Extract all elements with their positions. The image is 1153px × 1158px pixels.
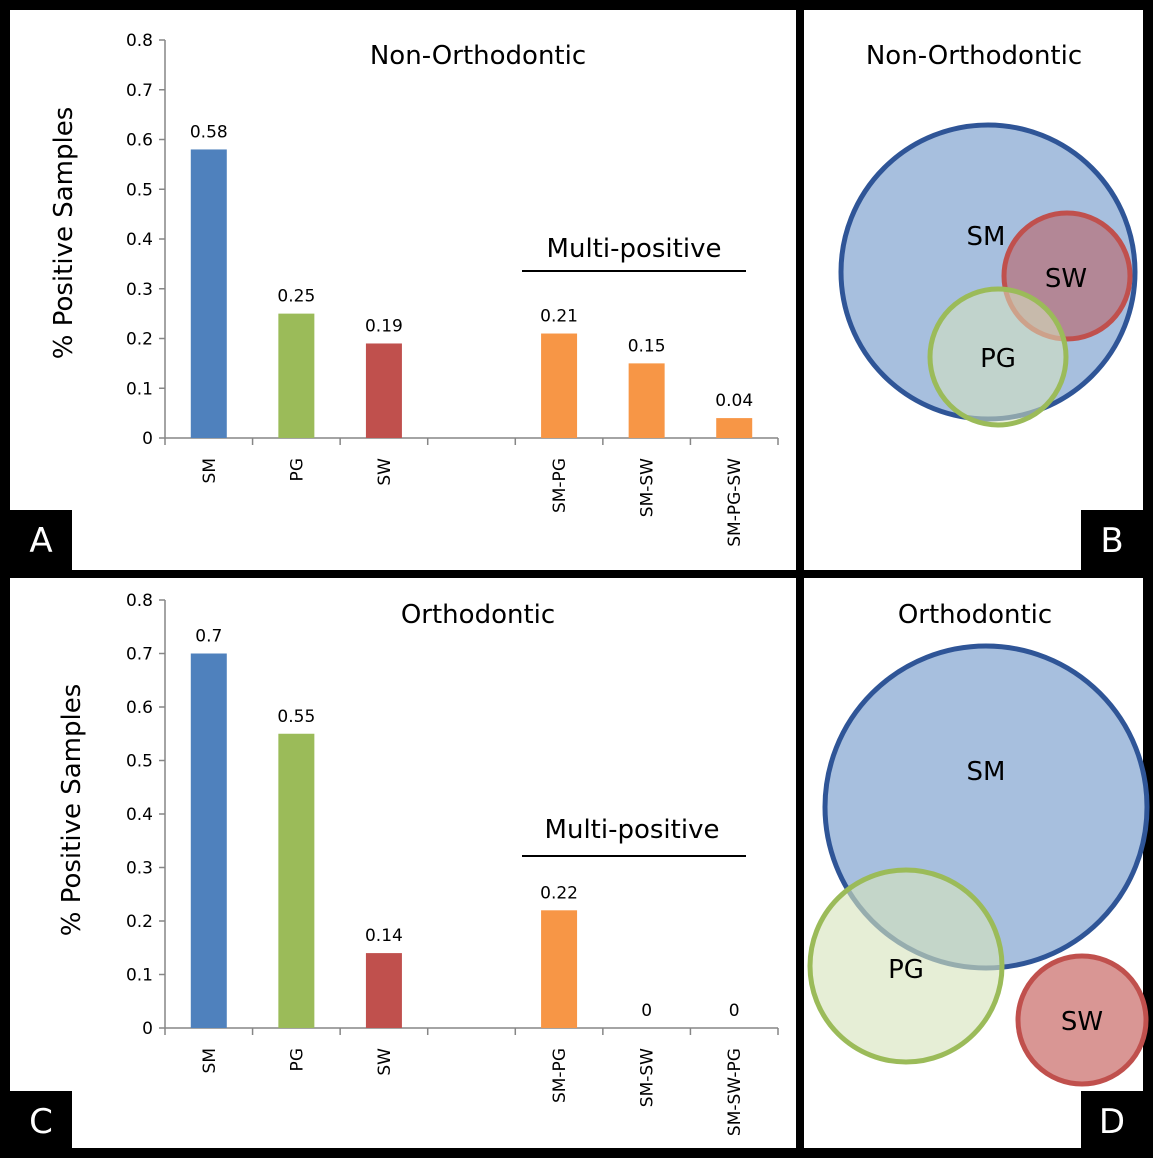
chart-a-y-tick-label: 0.2 [126, 330, 153, 350]
chart-c-group-label: Multi-positive [545, 815, 720, 845]
chart-c-y-tick-label: 0.2 [126, 912, 153, 932]
chart-a-category-label: SM-SW [638, 458, 658, 517]
chart-c-category-label: SW [375, 1048, 395, 1076]
chart-a-title: Non-Orthodontic [370, 41, 586, 71]
chart-a-data-label: 0.15 [628, 336, 666, 356]
chart-c-category-label: PG [287, 1048, 307, 1071]
chart-a-ylabel: % Positive Samples [49, 107, 79, 360]
chart-a-bar-sm [190, 149, 227, 438]
venn-b-title: Non-Orthodontic [866, 41, 1082, 71]
panel-letter-c: C [10, 1091, 72, 1153]
chart-a-y-tick-label: 0 [142, 429, 153, 449]
venn-b-sm-label: SM [967, 222, 1006, 252]
panel-letter-b: B [1081, 510, 1143, 572]
venn-d-sw-label: SW [1061, 1007, 1103, 1037]
chart-c-y-tick-label: 0.8 [126, 591, 153, 611]
chart-c-data-label: 0.7 [195, 627, 222, 647]
chart-c-data-label: 0 [641, 1001, 652, 1021]
chart-a-y-tick-label: 0.4 [126, 230, 153, 250]
venn-d-pg-label: PG [888, 955, 924, 985]
chart-c-orthodontic: Orthodontic % Positive Samples Multi-pos… [57, 591, 779, 1136]
chart-c-bar-sw [365, 953, 402, 1028]
venn-d-sw-circle [1015, 953, 1149, 1087]
chart-a-bar-sm-pg-sw [716, 418, 753, 438]
venn-d-title: Orthodontic [898, 600, 1052, 630]
chart-c-data-label: 0 [729, 1001, 740, 1021]
chart-c-y-tick-label: 0.7 [126, 645, 153, 665]
venn-b-sw-label: SW [1045, 264, 1087, 294]
chart-a-y-tick-label: 0.7 [126, 81, 153, 101]
venn-d-orthodontic: Orthodontic SM PG SW [807, 600, 1150, 1087]
chart-c-bar-sm-pg [541, 910, 578, 1028]
panel-letter-a: A [10, 510, 72, 572]
chart-a-y-tick-label: 0.8 [126, 31, 153, 51]
venn-b-non-orthodontic: Non-Orthodontic SM SW PG [838, 41, 1138, 428]
chart-c-data-label: 0.14 [365, 926, 403, 946]
chart-c-ylabel: % Positive Samples [57, 684, 87, 937]
chart-c-category-label: SM-PG [550, 1048, 570, 1103]
chart-a-bar-sm-sw [628, 363, 665, 438]
chart-a-category-label: SW [375, 458, 395, 486]
chart-c-category-label: SM-SW [638, 1048, 658, 1107]
chart-a-y-tick-label: 0.6 [126, 131, 153, 151]
chart-c-bar-pg [278, 733, 315, 1028]
venn-b-pg-circle [927, 286, 1069, 428]
chart-c-y-tick-label: 0.5 [126, 752, 153, 772]
chart-a-bar-sw [365, 343, 402, 438]
chart-c-y-tick-label: 0.4 [126, 805, 153, 825]
chart-a-data-label: 0.21 [540, 307, 578, 327]
chart-c-data-label: 0.55 [277, 707, 315, 727]
chart-a-bar-sm-pg [541, 333, 578, 438]
chart-c-data-label: 0.22 [540, 883, 578, 903]
panel-letter-d: D [1081, 1091, 1143, 1153]
chart-a-y-tick-label: 0.3 [126, 280, 153, 300]
venn-d-sm-label: SM [967, 757, 1006, 787]
chart-c-y-tick-label: 0.6 [126, 698, 153, 718]
chart-a-data-label: 0.25 [277, 287, 315, 307]
chart-a-group-label: Multi-positive [547, 234, 722, 264]
chart-c-title: Orthodontic [401, 600, 555, 630]
chart-c-y-tick-label: 0.3 [126, 859, 153, 879]
chart-c-y-tick-label: 0.1 [126, 966, 153, 986]
chart-a-category-label: SM-PG-SW [725, 458, 745, 547]
chart-a-category-label: SM [200, 458, 220, 483]
chart-a-data-label: 0.58 [190, 122, 228, 142]
chart-a-y-tick-label: 0.5 [126, 180, 153, 200]
chart-c-y-tick-label: 0 [142, 1019, 153, 1039]
chart-a-y-tick-label: 0.1 [126, 379, 153, 399]
chart-c-bar-sm [190, 653, 227, 1028]
chart-c-category-label: SM [200, 1048, 220, 1073]
chart-a-category-label: SM-PG [550, 458, 570, 513]
chart-a-non-orthodontic: Non-Orthodontic % Positive Samples Multi… [49, 31, 779, 547]
venn-d-pg-circle [807, 867, 1005, 1065]
chart-c-category-label: SM-SW-PG [725, 1048, 745, 1136]
venn-b-pg-label: PG [980, 344, 1016, 374]
chart-a-bar-pg [278, 313, 315, 438]
chart-a-data-label: 0.19 [365, 316, 403, 336]
chart-a-data-label: 0.04 [715, 391, 753, 411]
chart-a-category-label: PG [287, 458, 307, 481]
